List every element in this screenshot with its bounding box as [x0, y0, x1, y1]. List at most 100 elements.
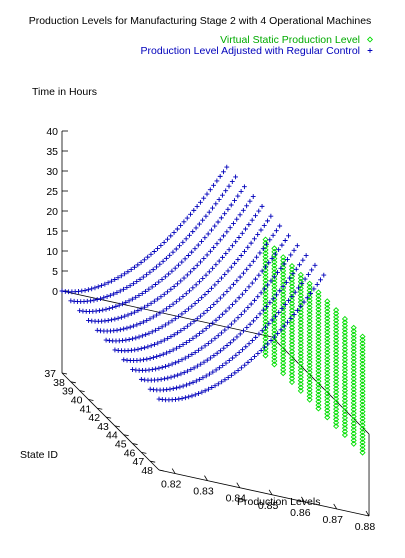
data-point-adjusted-regular — [171, 284, 177, 289]
data-point-adjusted-regular — [266, 321, 272, 327]
data-point-virtual-static — [306, 301, 313, 308]
data-point-adjusted-regular — [219, 379, 225, 385]
data-point-adjusted-regular — [238, 253, 244, 258]
data-point-adjusted-regular — [272, 251, 278, 257]
y-tick-label: 40 — [71, 394, 83, 406]
x-tick-label: 0.82 — [161, 479, 182, 491]
data-point-virtual-static — [333, 310, 340, 317]
data-point-virtual-static — [341, 319, 348, 326]
data-point-adjusted-regular — [142, 304, 147, 310]
data-point-virtual-static — [271, 265, 278, 272]
data-point-adjusted-regular — [158, 339, 164, 345]
data-point-adjusted-regular — [206, 269, 212, 275]
data-point-adjusted-regular — [130, 367, 135, 372]
data-point-adjusted-regular — [203, 272, 209, 278]
data-point-virtual-static — [306, 393, 313, 400]
data-point-virtual-static — [271, 344, 278, 351]
data-point-virtual-static — [271, 347, 278, 354]
data-point-virtual-static — [280, 339, 287, 346]
data-point-virtual-static — [324, 322, 331, 329]
data-point-virtual-static — [306, 362, 313, 369]
data-point-virtual-static — [288, 334, 296, 341]
data-point-adjusted-regular — [208, 355, 213, 361]
data-point-adjusted-regular — [199, 389, 205, 395]
data-point-adjusted-regular — [222, 211, 228, 217]
data-point-adjusted-regular — [141, 257, 147, 263]
data-point-adjusted-regular — [206, 386, 211, 392]
data-point-adjusted-regular — [136, 293, 142, 298]
data-point-virtual-static — [315, 292, 322, 299]
data-point-adjusted-regular — [200, 375, 206, 381]
data-point-virtual-static — [315, 337, 322, 344]
data-point-adjusted-regular — [193, 333, 199, 339]
data-point-virtual-static — [350, 358, 357, 365]
data-point-virtual-static — [333, 327, 340, 334]
data-point-adjusted-regular — [197, 331, 202, 337]
data-point-virtual-static — [297, 377, 304, 384]
data-point-adjusted-regular — [148, 343, 154, 349]
data-point-adjusted-regular — [199, 239, 204, 244]
data-point-adjusted-regular — [212, 223, 218, 229]
data-point-virtual-static — [341, 356, 348, 363]
data-point-adjusted-regular — [205, 289, 211, 294]
data-point-adjusted-regular — [225, 375, 231, 380]
data-point-adjusted-regular — [232, 260, 238, 266]
data-point-virtual-static — [333, 399, 340, 406]
data-point-virtual-static — [324, 390, 331, 397]
data-point-virtual-static — [262, 257, 269, 264]
data-point-virtual-static — [341, 404, 348, 411]
data-point-adjusted-regular — [113, 303, 119, 309]
data-point-adjusted-regular — [210, 205, 215, 211]
data-point-virtual-static — [341, 353, 348, 360]
data-point-virtual-static — [341, 370, 348, 377]
data-point-virtual-static — [359, 394, 366, 402]
data-point-adjusted-regular — [242, 308, 248, 314]
data-point-virtual-static — [315, 405, 322, 412]
data-point-adjusted-regular — [230, 355, 235, 361]
data-point-adjusted-regular — [246, 222, 252, 228]
data-point-virtual-static — [306, 307, 313, 315]
data-point-adjusted-regular — [282, 302, 288, 308]
data-point-virtual-static — [350, 396, 357, 403]
x-tick-label: 0.87 — [322, 514, 343, 526]
data-point-adjusted-regular — [179, 311, 185, 317]
data-point-virtual-static — [288, 303, 296, 311]
data-point-adjusted-regular — [165, 236, 170, 242]
y-tick-label: 38 — [53, 377, 65, 389]
data-point-adjusted-regular — [282, 238, 288, 243]
data-point-virtual-static — [333, 324, 340, 331]
data-point-virtual-static — [288, 351, 296, 358]
data-point-virtual-static — [341, 373, 348, 381]
z-tick-label: 5 — [52, 266, 58, 278]
data-point-adjusted-regular — [212, 383, 218, 389]
data-point-adjusted-regular — [146, 330, 152, 336]
data-point-adjusted-regular — [253, 213, 258, 219]
data-point-adjusted-regular — [101, 295, 107, 301]
data-point-adjusted-regular — [165, 289, 170, 295]
data-point-virtual-static — [280, 267, 287, 274]
data-point-adjusted-regular — [180, 342, 186, 347]
data-point-adjusted-regular — [196, 391, 201, 396]
data-point-adjusted-regular — [134, 279, 140, 284]
data-point-adjusted-regular — [136, 334, 142, 340]
data-point-adjusted-regular — [221, 292, 227, 298]
data-point-adjusted-regular — [237, 331, 243, 337]
data-point-adjusted-regular — [138, 259, 144, 265]
data-point-adjusted-regular — [146, 286, 152, 292]
data-point-virtual-static — [341, 414, 348, 421]
data-point-adjusted-regular — [216, 258, 222, 264]
data-point-adjusted-regular — [147, 386, 153, 392]
data-point-virtual-static — [333, 388, 340, 396]
z-tick-label: 40 — [46, 126, 58, 138]
data-point-adjusted-regular — [239, 230, 245, 236]
data-point-adjusted-regular — [168, 334, 174, 340]
data-point-virtual-static — [280, 353, 287, 360]
data-point-virtual-static — [324, 301, 331, 308]
data-point-virtual-static — [333, 423, 340, 430]
data-point-virtual-static — [288, 372, 296, 379]
data-point-virtual-static — [350, 423, 357, 430]
data-point-adjusted-regular — [221, 345, 227, 351]
data-point-adjusted-regular — [203, 373, 209, 379]
data-point-virtual-static — [271, 252, 278, 259]
data-point-virtual-static — [341, 411, 348, 418]
